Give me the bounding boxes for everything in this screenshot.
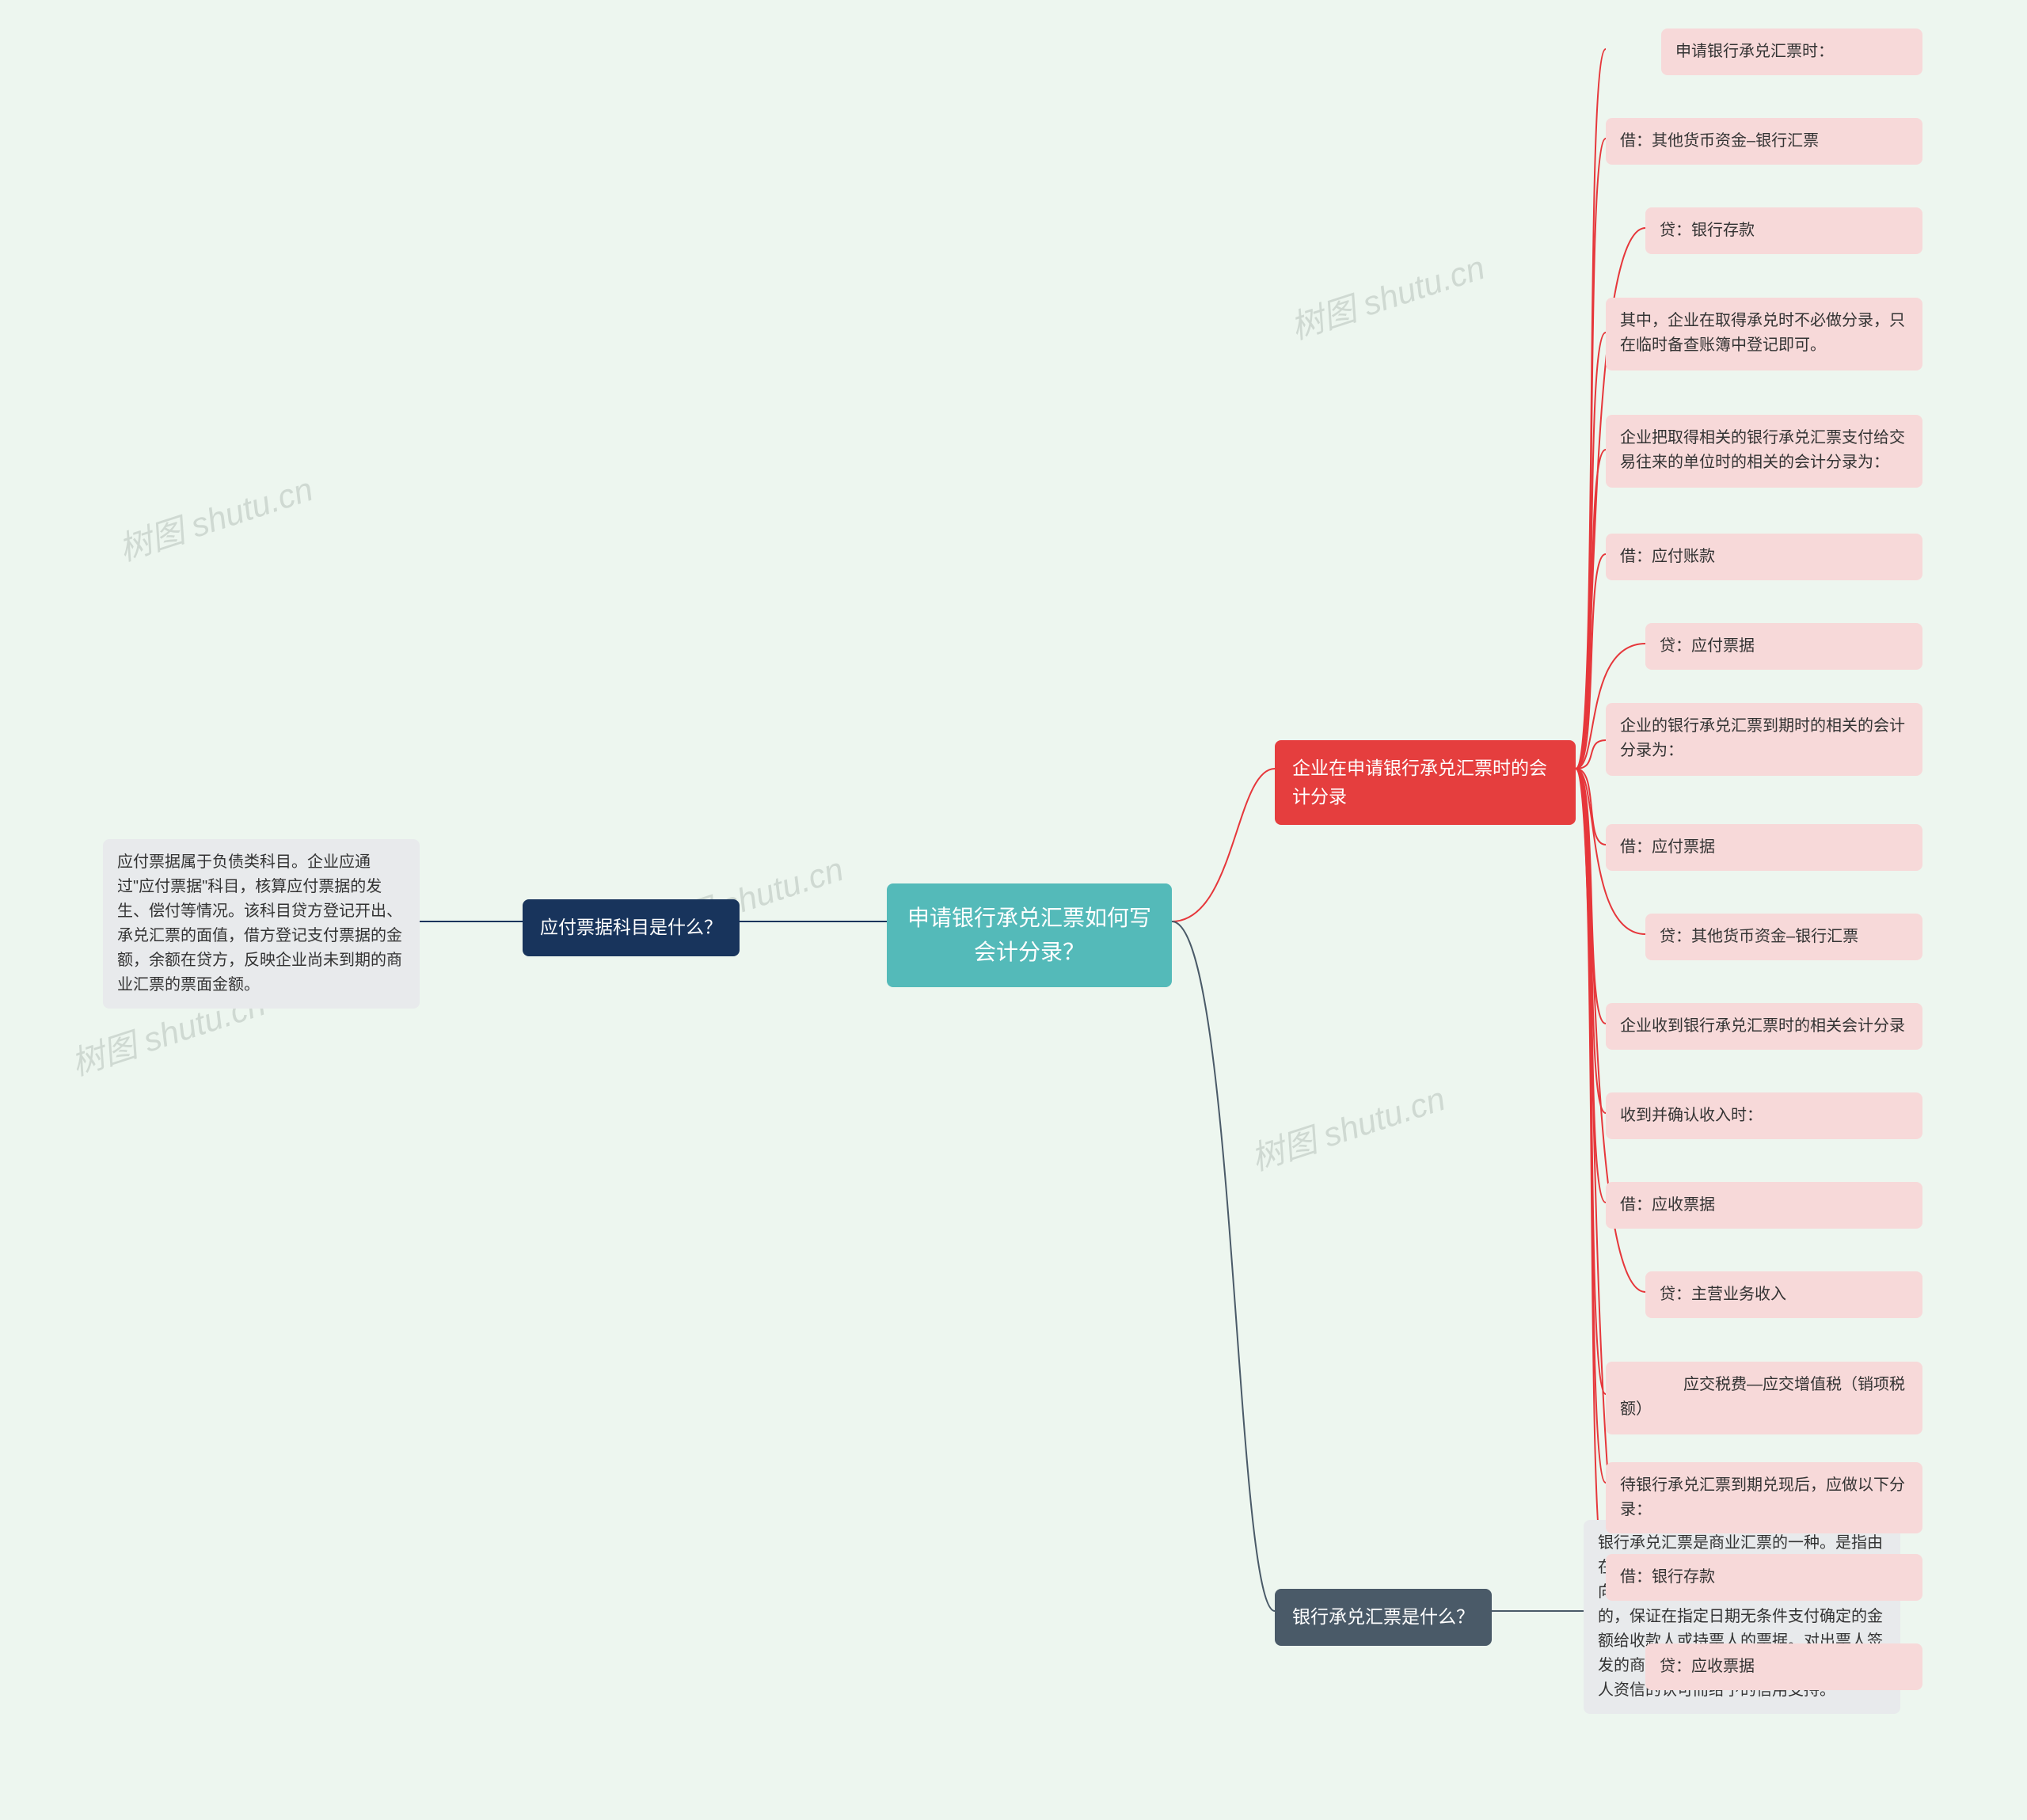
leaf-pink-11: 收到并确认收入时： (1606, 1092, 1922, 1139)
leaf-pink-1: 借：其他货币资金–银行汇票 (1606, 118, 1922, 165)
leaf-left-desc: 应付票据属于负债类科目。企业应通过"应付票据"科目，核算应付票据的发生、偿付等情… (103, 839, 420, 1009)
leaf-pink-7: 企业的银行承兑汇票到期时的相关的会计分录为： (1606, 703, 1922, 776)
leaf-pink-16: 借：银行存款 (1606, 1554, 1922, 1601)
edge-root-red (1172, 769, 1275, 921)
leaf-pink-4: 企业把取得相关的银行承兑汇票支付给交易往来的单位时的相关的会计分录为： (1606, 415, 1922, 488)
leaf-pink-10: 企业收到银行承兑汇票时的相关会计分录 (1606, 1003, 1922, 1050)
leaf-pink-0: 申请银行承兑汇票时： (1661, 28, 1922, 75)
leaf-pink-12: 借：应收票据 (1606, 1182, 1922, 1229)
leaf-pink-14: 应交税费—应交增值税（销项税额） (1606, 1362, 1922, 1434)
leaf-pink-15: 待银行承兑汇票到期兑现后，应做以下分录： (1606, 1462, 1922, 1533)
leaf-pink-8: 借：应付票据 (1606, 824, 1922, 871)
leaf-pink-3: 其中，企业在取得承兑时不必做分录，只在临时备查账簿中登记即可。 (1606, 298, 1922, 370)
branch-left-yingfu: 应付票据科目是什么？ (523, 899, 740, 956)
branch-red-entries: 企业在申请银行承兑汇票时的会计分录 (1275, 740, 1576, 825)
edge-root-gray (1172, 921, 1275, 1611)
leaf-pink-13: 贷：主营业务收入 (1645, 1271, 1922, 1318)
leaf-pink-5: 借：应付账款 (1606, 534, 1922, 580)
leaf-pink-9: 贷：其他货币资金–银行汇票 (1645, 914, 1922, 960)
leaf-pink-2: 贷：银行存款 (1645, 207, 1922, 254)
leaf-pink-17: 贷：应收票据 (1645, 1643, 1922, 1690)
branch-gray-what: 银行承兑汇票是什么？ (1275, 1589, 1492, 1646)
leaf-pink-6: 贷：应付票据 (1645, 623, 1922, 670)
root-node: 申请银行承兑汇票如何写会计分录？ (887, 883, 1172, 987)
